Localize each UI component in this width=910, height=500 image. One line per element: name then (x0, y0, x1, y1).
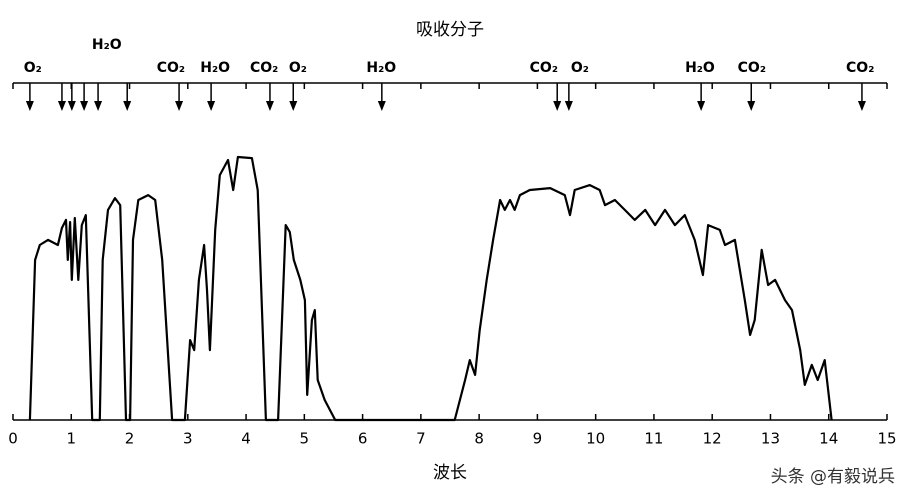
arrow-head (25, 101, 34, 111)
arrow-head (553, 101, 562, 111)
x-tick-label: 7 (416, 430, 426, 448)
x-tick-label: 10 (586, 430, 605, 448)
arrow-head (697, 101, 706, 111)
x-tick-label: 12 (703, 430, 722, 448)
arrow-head (747, 101, 756, 111)
arrow-head (564, 101, 573, 111)
molecule-label: H₂O (200, 60, 230, 76)
molecule-label: O₂ (571, 60, 589, 76)
arrow-head (265, 101, 274, 111)
molecule-label: O₂ (24, 60, 42, 76)
arrow-head (175, 101, 184, 111)
arrow-head (94, 101, 103, 111)
x-tick-label: 13 (761, 430, 780, 448)
molecule-label: O₂ (289, 60, 307, 76)
x-tick-label: 3 (183, 430, 193, 448)
x-tick-label: 5 (300, 430, 310, 448)
arrow-head (377, 101, 386, 111)
arrow-head (123, 101, 132, 111)
molecule-label: CO₂ (846, 60, 874, 76)
x-tick-label: 15 (877, 430, 896, 448)
molecule-label: CO₂ (157, 60, 185, 76)
x-tick-label: 4 (241, 430, 251, 448)
arrow-head (857, 101, 866, 111)
arrow-head (57, 101, 66, 111)
molecule-label: H₂O (366, 60, 396, 76)
arrow-head (289, 101, 298, 111)
x-tick-label: 9 (533, 430, 543, 448)
watermark: 头条 @有毅说兵 (771, 467, 895, 487)
molecule-label: H₂O (685, 60, 715, 76)
transmission-line (28, 155, 833, 422)
molecule-label: CO₂ (530, 60, 558, 76)
x-tick-label: 14 (819, 430, 838, 448)
x-tick-label: 11 (644, 430, 663, 448)
x-axis-label: 波长 (433, 463, 467, 483)
arrow-head (207, 101, 216, 111)
arrow-head (67, 101, 76, 111)
x-tick-label: 2 (125, 430, 135, 448)
molecule-label: CO₂ (250, 60, 278, 76)
chart-title: 吸收分子 (416, 20, 484, 40)
x-tick-label: 6 (358, 430, 368, 448)
arrow-head (80, 101, 89, 111)
molecule-label: H₂O (92, 37, 122, 53)
molecule-label: CO₂ (738, 60, 766, 76)
x-tick-label: 1 (66, 430, 76, 448)
x-tick-label: 8 (474, 430, 484, 448)
x-tick-label: 0 (8, 430, 18, 448)
